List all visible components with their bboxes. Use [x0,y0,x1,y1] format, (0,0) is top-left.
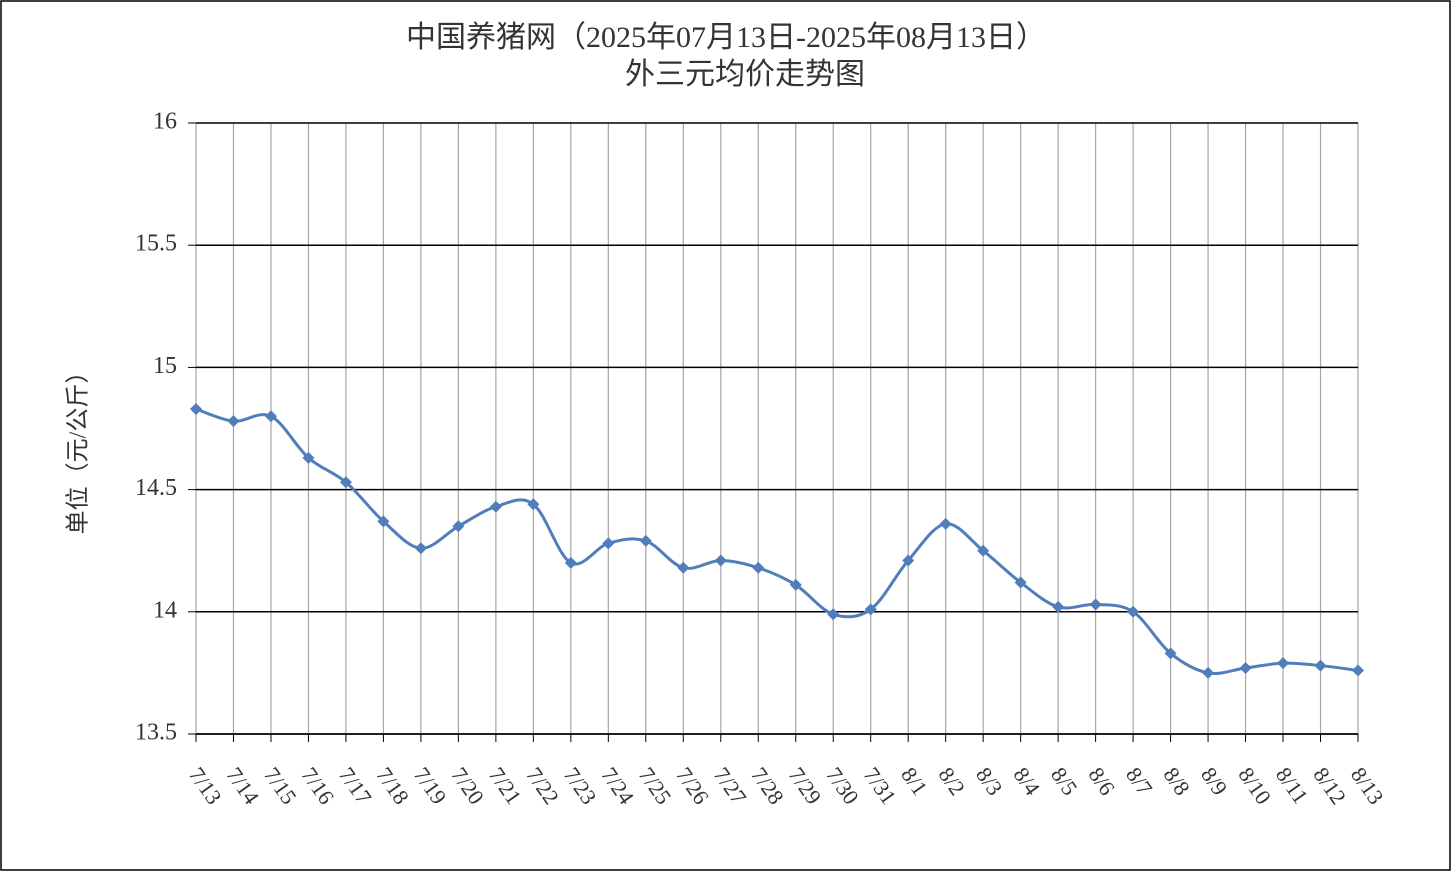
y-tick-label: 16 [153,109,177,135]
marker [1052,600,1065,613]
marker [1164,647,1177,660]
marker [377,515,390,528]
marker [939,517,952,530]
y-tick-label: 14 [153,597,177,623]
marker [714,554,727,567]
marker [789,578,802,591]
marker [977,544,990,557]
chart-subtitle: 外三元均价走势图 [625,58,865,91]
marker [1127,605,1140,618]
marker [677,561,690,574]
marker [414,542,427,555]
marker [1089,598,1102,611]
marker [1239,662,1252,675]
marker [190,402,202,415]
y-tick-label: 14.5 [135,475,177,501]
marker [264,410,277,423]
marker [527,498,540,511]
marker [339,476,352,489]
marker [489,500,502,513]
marker [302,451,315,464]
y-tick-label: 15.5 [135,231,177,257]
marker [452,520,465,533]
y-axis-label: 单位（元/公斤） [65,360,92,535]
y-tick-label: 15 [153,353,177,379]
marker [639,534,652,547]
marker [827,608,840,621]
marker [1277,657,1290,670]
marker [1014,576,1027,589]
marker [227,415,240,428]
marker [602,537,615,550]
marker [1202,666,1215,679]
marker [1314,659,1327,672]
chart-title: 中国养猪网（2025年07月13日-2025年08月13日） [406,21,1046,54]
marker [752,561,765,574]
marker [864,603,877,616]
marker [564,556,577,569]
marker [1352,664,1364,677]
line [195,407,1359,675]
marker [902,554,915,567]
y-tick-label: 13.5 [135,720,177,746]
